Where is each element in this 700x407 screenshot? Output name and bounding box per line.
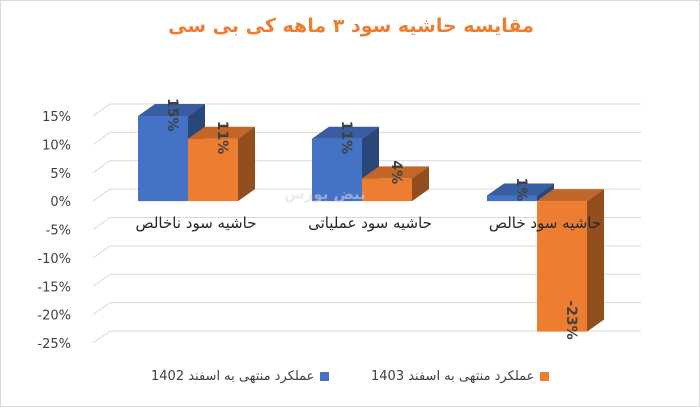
y-tick-label: 5%: [50, 167, 71, 182]
y-tick-label: -20%: [37, 309, 71, 324]
bar-front: [537, 201, 587, 332]
bar-1402-3: [487, 183, 554, 202]
data-label: 11%: [338, 121, 354, 155]
legend-swatch-1403: [540, 372, 550, 381]
legend-item-1402: عملکرد منتهی به اسفند 1402: [151, 369, 330, 384]
category-label: حاشیه سود عملیاتی: [308, 214, 432, 232]
y-tick-label: -10%: [37, 252, 71, 267]
bar-top: [362, 166, 429, 179]
legend: عملکرد منتهی به اسفند 1402 عملکرد منتهی …: [1, 369, 699, 393]
bar-side: [412, 166, 429, 202]
legend-item-1403: عملکرد منتهی به اسفند 1403: [371, 369, 550, 384]
gridline-diagonal: [92, 131, 111, 145]
data-label: 15%: [164, 98, 180, 132]
y-tick-label: -25%: [37, 337, 71, 352]
bar-top: [537, 189, 604, 202]
y-tick-label: -15%: [37, 280, 71, 295]
bar-front: [312, 138, 362, 202]
bar-side: [587, 189, 604, 332]
gridline-diagonal: [92, 245, 111, 259]
bar-front: [188, 138, 238, 202]
legend-label-1402: عملکرد منتهی به اسفند 1402: [151, 369, 315, 384]
chart-title: مقایسه حاشیه سود ۳ ماهه کی بی سی: [168, 15, 534, 37]
bar-1403-3: [537, 189, 604, 332]
gridline-diagonal: [92, 302, 111, 316]
data-label: 1%: [513, 177, 529, 201]
legend-swatch-1402: [320, 372, 330, 381]
y-tick-label: -5%: [46, 224, 71, 239]
bar-top: [188, 126, 255, 139]
data-label: 4%: [388, 160, 404, 184]
gridline-diagonal: [92, 188, 111, 202]
y-tick-label: 10%: [42, 138, 71, 153]
category-label: حاشیه سود خالص: [489, 214, 601, 232]
gridline-diagonal: [92, 273, 111, 287]
y-tick-label: 0%: [50, 195, 71, 210]
data-label: 11%: [214, 121, 230, 155]
watermark-text: نبض بورس: [284, 185, 366, 203]
bar-side: [537, 183, 554, 202]
bar-top: [487, 183, 554, 196]
bar-1402-2: [312, 126, 379, 202]
gridline-diagonal: [92, 330, 111, 344]
bar-1403-2: [362, 166, 429, 202]
gridline-diagonal: [92, 103, 111, 117]
bar-front: [138, 116, 188, 202]
bar-front: [487, 195, 537, 202]
bar-side: [238, 126, 255, 202]
bar-1403-1: [188, 126, 255, 202]
data-label: -23%: [563, 300, 579, 339]
gridline-diagonal: [92, 160, 111, 174]
gridline-diagonal: [92, 217, 111, 230]
legend-label-1403: عملکرد منتهی به اسفند 1403: [371, 369, 535, 384]
bar-top: [312, 126, 379, 139]
bar-front: [362, 178, 412, 202]
bar-top: [138, 104, 205, 116]
category-label: حاشیه سود ناخالص: [135, 214, 256, 232]
y-tick-label: 15%: [42, 110, 71, 125]
